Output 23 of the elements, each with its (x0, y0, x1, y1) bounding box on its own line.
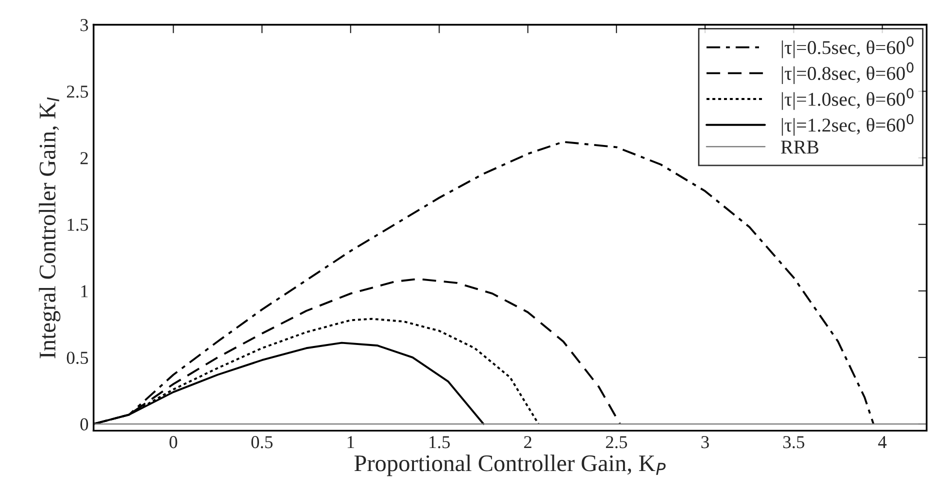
legend-label: RRB (780, 140, 818, 154)
y-tick-label: 3 (80, 19, 88, 32)
x-axis-title: Proportional Controller Gain, K$_{P}$ (354, 454, 666, 476)
x-tick-label: 0 (170, 436, 178, 448)
y-tick-label: 2 (80, 152, 88, 164)
x-tick-label: 3.5 (783, 436, 804, 448)
x-tick-label: 0.5 (251, 436, 273, 448)
x-tick-label: 2.5 (606, 436, 628, 448)
x-tick-label: 2 (524, 436, 532, 448)
y-tick-label: 2.5 (66, 86, 88, 98)
legend-label: |τ|=1.2sec, θ=60$^{0}$ (782, 114, 914, 136)
x-tick-label: 1 (348, 436, 354, 448)
x-tick-label: 1.5 (430, 436, 450, 448)
x-tick-label: 3 (701, 436, 709, 448)
y-tick-label: 1 (81, 285, 88, 298)
y-tick-label: 0.5 (66, 352, 88, 364)
y-axis-title: Integral Controller Gain, K$_{I}$ (38, 97, 60, 358)
y-tick-label: 0 (80, 418, 88, 430)
y-tick-label: 1.5 (68, 218, 88, 231)
x-tick-label: 4 (878, 436, 887, 448)
legend-label: |τ|=1.0sec, θ=60$^{0}$ (782, 88, 914, 110)
legend-label: |τ|=0.8sec, θ=60$^{0}$ (782, 62, 914, 84)
legend-label: |τ|=0.5sec, θ=60$^{0}$ (782, 36, 914, 58)
